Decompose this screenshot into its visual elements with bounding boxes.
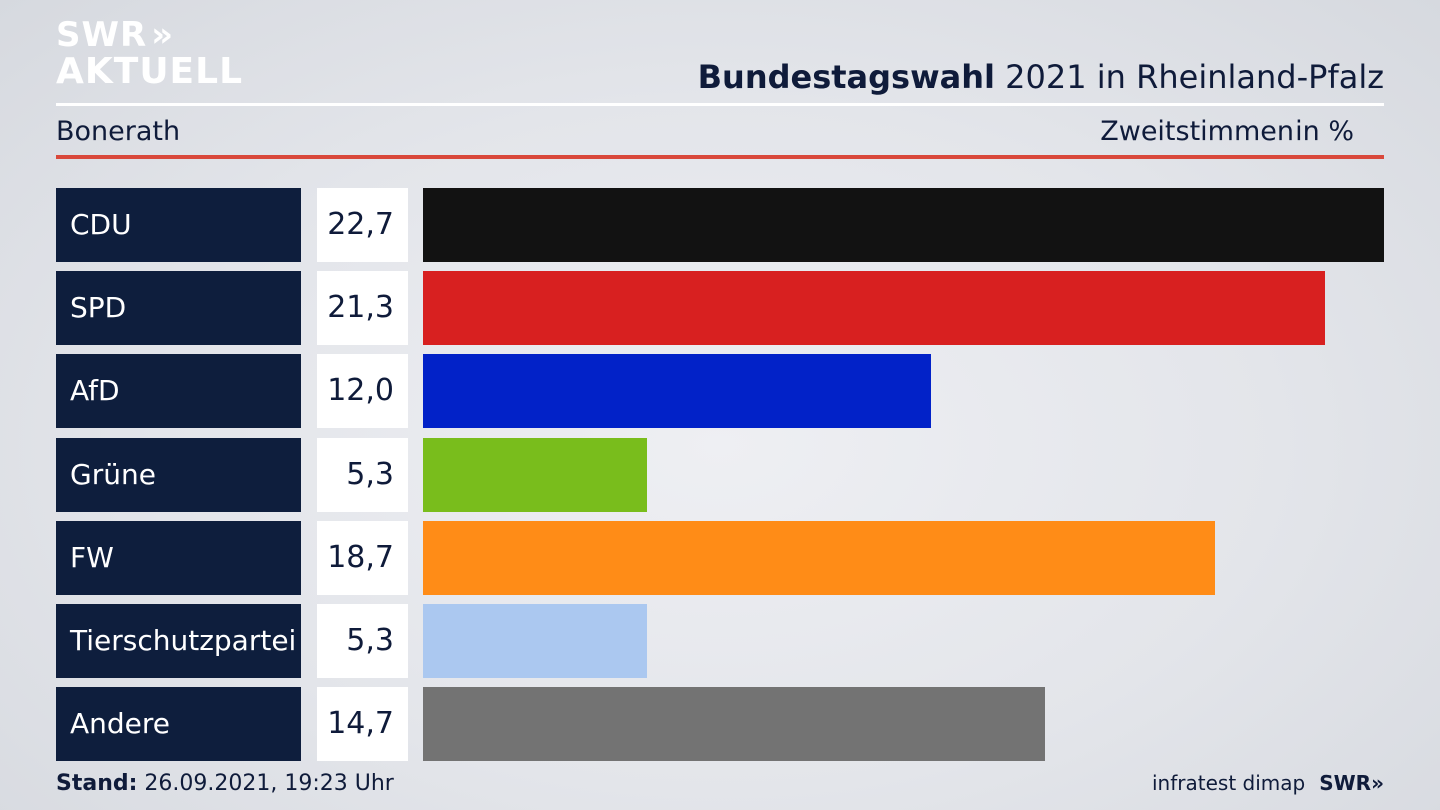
location-label: Bonerath xyxy=(56,116,181,147)
accent-divider xyxy=(56,155,1384,159)
bar xyxy=(423,604,648,678)
bar xyxy=(423,188,1384,262)
value-label: 12,0 xyxy=(317,354,408,429)
party-label: FW xyxy=(56,520,301,595)
chart-row: Tierschutzpartei 5,3 xyxy=(56,604,1384,678)
swr-brand-mark: SWR» xyxy=(1319,771,1384,795)
bar xyxy=(423,354,932,429)
value-label: 18,7 xyxy=(317,520,408,595)
title-bold: Bundestagswahl xyxy=(697,58,995,96)
bar xyxy=(423,271,1325,346)
stand-label: Stand: xyxy=(56,771,138,796)
chart-row: CDU 22,7 xyxy=(56,188,1384,262)
bar xyxy=(423,687,1046,762)
logo-swr-text: SWR xyxy=(56,15,148,55)
chart-row: Grüne 5,3 xyxy=(56,437,1384,512)
source-credit: infratest dimap SWR» xyxy=(1152,771,1384,795)
value-label: 21,3 xyxy=(317,271,408,346)
chart-row: Andere 14,7 xyxy=(56,687,1384,762)
chart-row: AfD 12,0 xyxy=(56,354,1384,429)
source-label: infratest dimap xyxy=(1152,771,1306,795)
bar xyxy=(423,437,648,512)
chart-title: Bundestagswahl 2021 in Rheinland-Pfalz xyxy=(698,58,1384,96)
party-label: SPD xyxy=(56,271,301,346)
unit-label: in % xyxy=(1295,116,1354,147)
header-divider xyxy=(56,103,1384,106)
title-rest: 2021 in Rheinland-Pfalz xyxy=(995,58,1384,96)
party-label: Tierschutzpartei xyxy=(56,604,301,678)
metric-label: Zweitstimmen xyxy=(1100,116,1294,147)
party-label: CDU xyxy=(56,188,301,262)
party-label: Andere xyxy=(56,687,301,762)
stand-value: 26.09.2021, 19:23 Uhr xyxy=(137,771,394,796)
value-label: 5,3 xyxy=(317,437,408,512)
chart-row: SPD 21,3 xyxy=(56,271,1384,346)
chevron-right-icon: » xyxy=(151,15,173,55)
party-label: AfD xyxy=(56,354,301,429)
party-label: Grüne xyxy=(56,437,301,512)
swr-aktuell-logo: SWR» AKTUELL xyxy=(56,18,243,90)
logo-aktuell-text: AKTUELL xyxy=(56,51,244,92)
value-label: 22,7 xyxy=(317,188,408,262)
value-label: 5,3 xyxy=(317,604,408,678)
bar xyxy=(423,520,1215,595)
chart-row: FW 18,7 xyxy=(56,520,1384,595)
value-label: 14,7 xyxy=(317,687,408,762)
timestamp: Stand: 26.09.2021, 19:23 Uhr xyxy=(56,771,394,796)
